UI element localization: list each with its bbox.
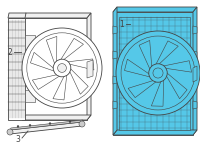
Polygon shape: [113, 26, 117, 34]
Bar: [25, 35, 35, 55]
Text: 2: 2: [7, 47, 12, 56]
Polygon shape: [113, 51, 117, 59]
Polygon shape: [124, 59, 152, 77]
Polygon shape: [32, 74, 61, 90]
Circle shape: [153, 68, 163, 78]
Circle shape: [116, 31, 200, 115]
Circle shape: [22, 28, 102, 108]
Polygon shape: [8, 13, 26, 18]
Polygon shape: [53, 73, 67, 100]
Text: 1: 1: [119, 20, 124, 29]
Polygon shape: [113, 7, 197, 12]
Polygon shape: [30, 52, 56, 72]
Polygon shape: [155, 41, 178, 66]
Polygon shape: [193, 51, 197, 59]
Polygon shape: [66, 59, 94, 70]
Polygon shape: [193, 26, 197, 34]
Polygon shape: [113, 130, 197, 135]
Polygon shape: [10, 120, 83, 130]
Circle shape: [17, 125, 19, 127]
Polygon shape: [119, 17, 190, 130]
Polygon shape: [193, 66, 197, 82]
Polygon shape: [193, 7, 197, 135]
Polygon shape: [69, 67, 88, 94]
Circle shape: [149, 64, 167, 82]
Polygon shape: [113, 7, 117, 135]
Text: 3: 3: [15, 136, 20, 145]
Polygon shape: [193, 101, 197, 109]
Circle shape: [69, 121, 71, 123]
Polygon shape: [151, 78, 164, 106]
Polygon shape: [113, 12, 193, 135]
Circle shape: [121, 36, 195, 110]
Circle shape: [53, 59, 71, 77]
Circle shape: [7, 129, 13, 135]
Polygon shape: [8, 18, 25, 120]
Polygon shape: [87, 13, 91, 120]
Polygon shape: [46, 36, 57, 65]
Polygon shape: [193, 76, 197, 84]
Polygon shape: [113, 101, 117, 109]
Polygon shape: [113, 76, 117, 84]
Bar: [25, 90, 35, 102]
Circle shape: [27, 33, 97, 103]
Polygon shape: [22, 13, 91, 18]
Polygon shape: [10, 122, 82, 134]
Polygon shape: [87, 60, 93, 78]
Polygon shape: [60, 38, 83, 61]
Polygon shape: [22, 18, 87, 120]
Polygon shape: [162, 61, 192, 72]
Polygon shape: [128, 80, 158, 98]
Circle shape: [29, 124, 31, 126]
Circle shape: [58, 64, 66, 72]
Circle shape: [49, 122, 51, 125]
Polygon shape: [139, 40, 152, 71]
Bar: [25, 65, 35, 80]
Polygon shape: [22, 115, 91, 120]
Polygon shape: [165, 72, 187, 99]
Circle shape: [79, 121, 85, 127]
